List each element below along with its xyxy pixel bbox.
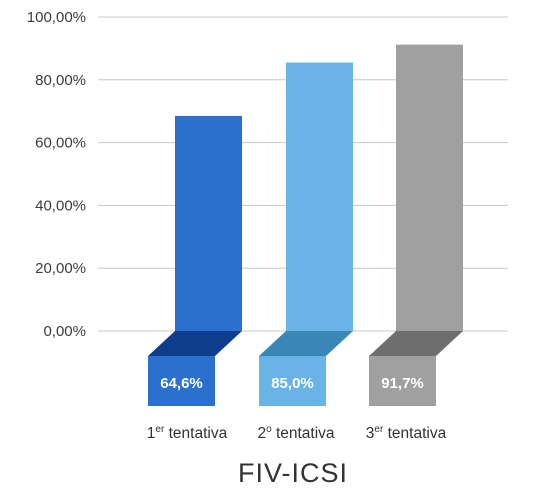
bar	[396, 44, 463, 332]
y-tick-label: 0,00%	[43, 323, 86, 340]
y-tick-label: 100,00%	[27, 9, 86, 26]
bar-bevel	[369, 331, 463, 356]
x-tick-label: 1er tentativa	[147, 424, 228, 442]
y-axis-tick-labels: 0,00% 20,00% 40,00% 60,00% 80,00% 100,00%	[27, 9, 86, 340]
bar	[286, 62, 353, 331]
bar-value-box	[148, 356, 215, 406]
y-tick-label: 80,00%	[35, 72, 86, 89]
x-axis-category-labels: 1er tentativa 2o tentativa 3er tentativa	[147, 424, 447, 442]
x-tick-label: 2o tentativa	[257, 424, 334, 442]
data-label: 64,6%	[160, 375, 203, 392]
bar-value-box	[369, 356, 436, 406]
data-label: 85,0%	[271, 375, 314, 392]
y-tick-label: 40,00%	[35, 197, 86, 214]
chart-title: FIV-ICSI	[238, 458, 348, 488]
x-tick-label: 3er tentativa	[366, 424, 447, 442]
data-label: 91,7%	[381, 375, 424, 392]
y-tick-label: 60,00%	[35, 135, 86, 152]
bars: 64,6% 85,0% 91,7%	[148, 44, 463, 406]
bar	[175, 115, 242, 331]
bar-bevel	[259, 331, 353, 356]
bar-value-box	[259, 356, 326, 406]
y-tick-label: 20,00%	[35, 260, 86, 277]
bar-bevel	[148, 331, 242, 356]
